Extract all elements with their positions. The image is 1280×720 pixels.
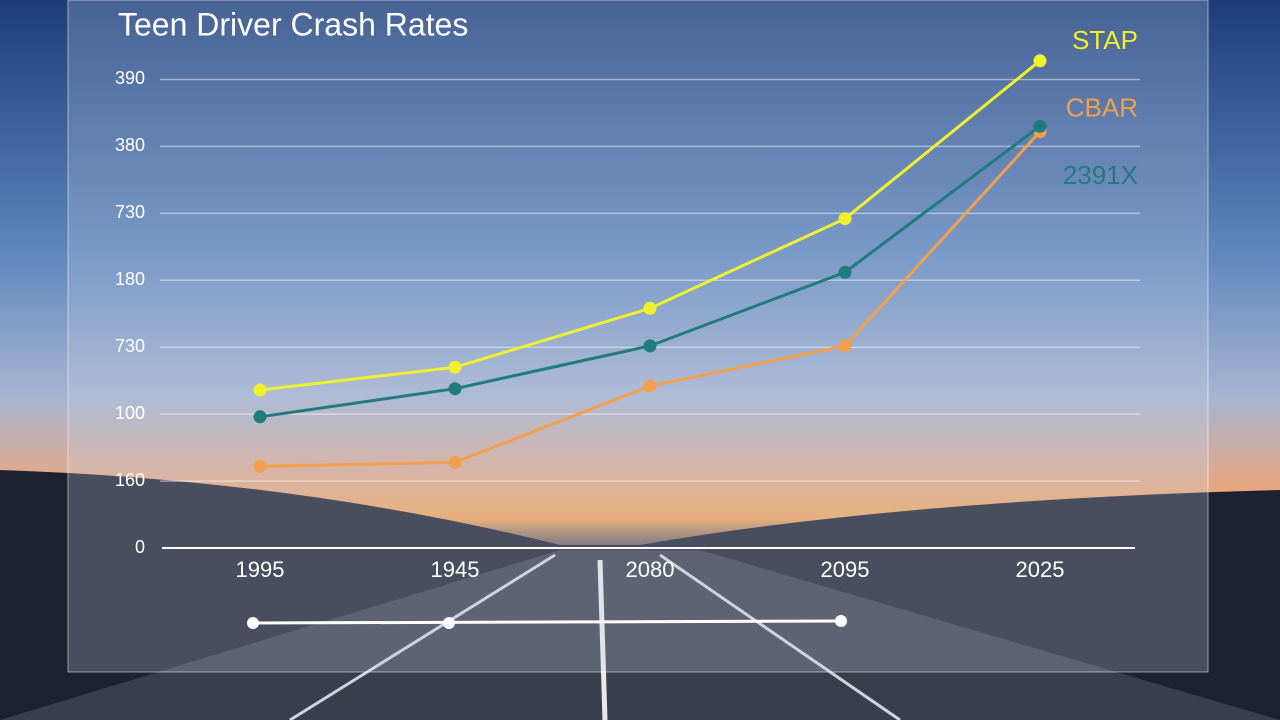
road-edge [289, 553, 901, 720]
point [253, 459, 267, 473]
y-tick-label: 180 [115, 269, 145, 289]
y-tick-label: 380 [115, 135, 145, 155]
point [838, 212, 852, 226]
legend-label: 2391X [1063, 160, 1138, 190]
panel [67, 0, 1209, 673]
y-tick-label: 0 [135, 537, 145, 557]
road [0, 550, 1280, 720]
chart-title: Teen Driver Crash Rates [118, 6, 468, 42]
point [448, 382, 462, 396]
point [643, 379, 657, 393]
point [448, 360, 462, 374]
point [448, 455, 462, 469]
y-tick-label: 390 [115, 68, 145, 88]
x-tick-label: 1995 [236, 557, 285, 582]
slider-handle [835, 615, 847, 627]
road-line [597, 559, 608, 720]
y-tick-label: 730 [115, 202, 145, 222]
point [838, 339, 852, 353]
y-tick-label: 730 [115, 336, 145, 356]
point [1033, 119, 1047, 133]
point [253, 410, 267, 424]
legend-label: STAP [1072, 25, 1138, 55]
y-tick-label: 160 [115, 470, 145, 490]
point [253, 383, 267, 397]
y-tick-label: 100 [115, 403, 145, 423]
point [838, 265, 852, 279]
point [643, 301, 657, 315]
x-tick-label: 2025 [1016, 557, 1065, 582]
slider-handle [247, 617, 259, 629]
x-tick-label: 2080 [626, 557, 675, 582]
slider-handle [443, 617, 455, 629]
legend-label: CBAR [1066, 92, 1138, 122]
point [1033, 54, 1047, 68]
x-tick-label: 1945 [431, 557, 480, 582]
point [643, 339, 657, 353]
slider-track [252, 619, 842, 625]
x-tick-label: 2095 [821, 557, 870, 582]
